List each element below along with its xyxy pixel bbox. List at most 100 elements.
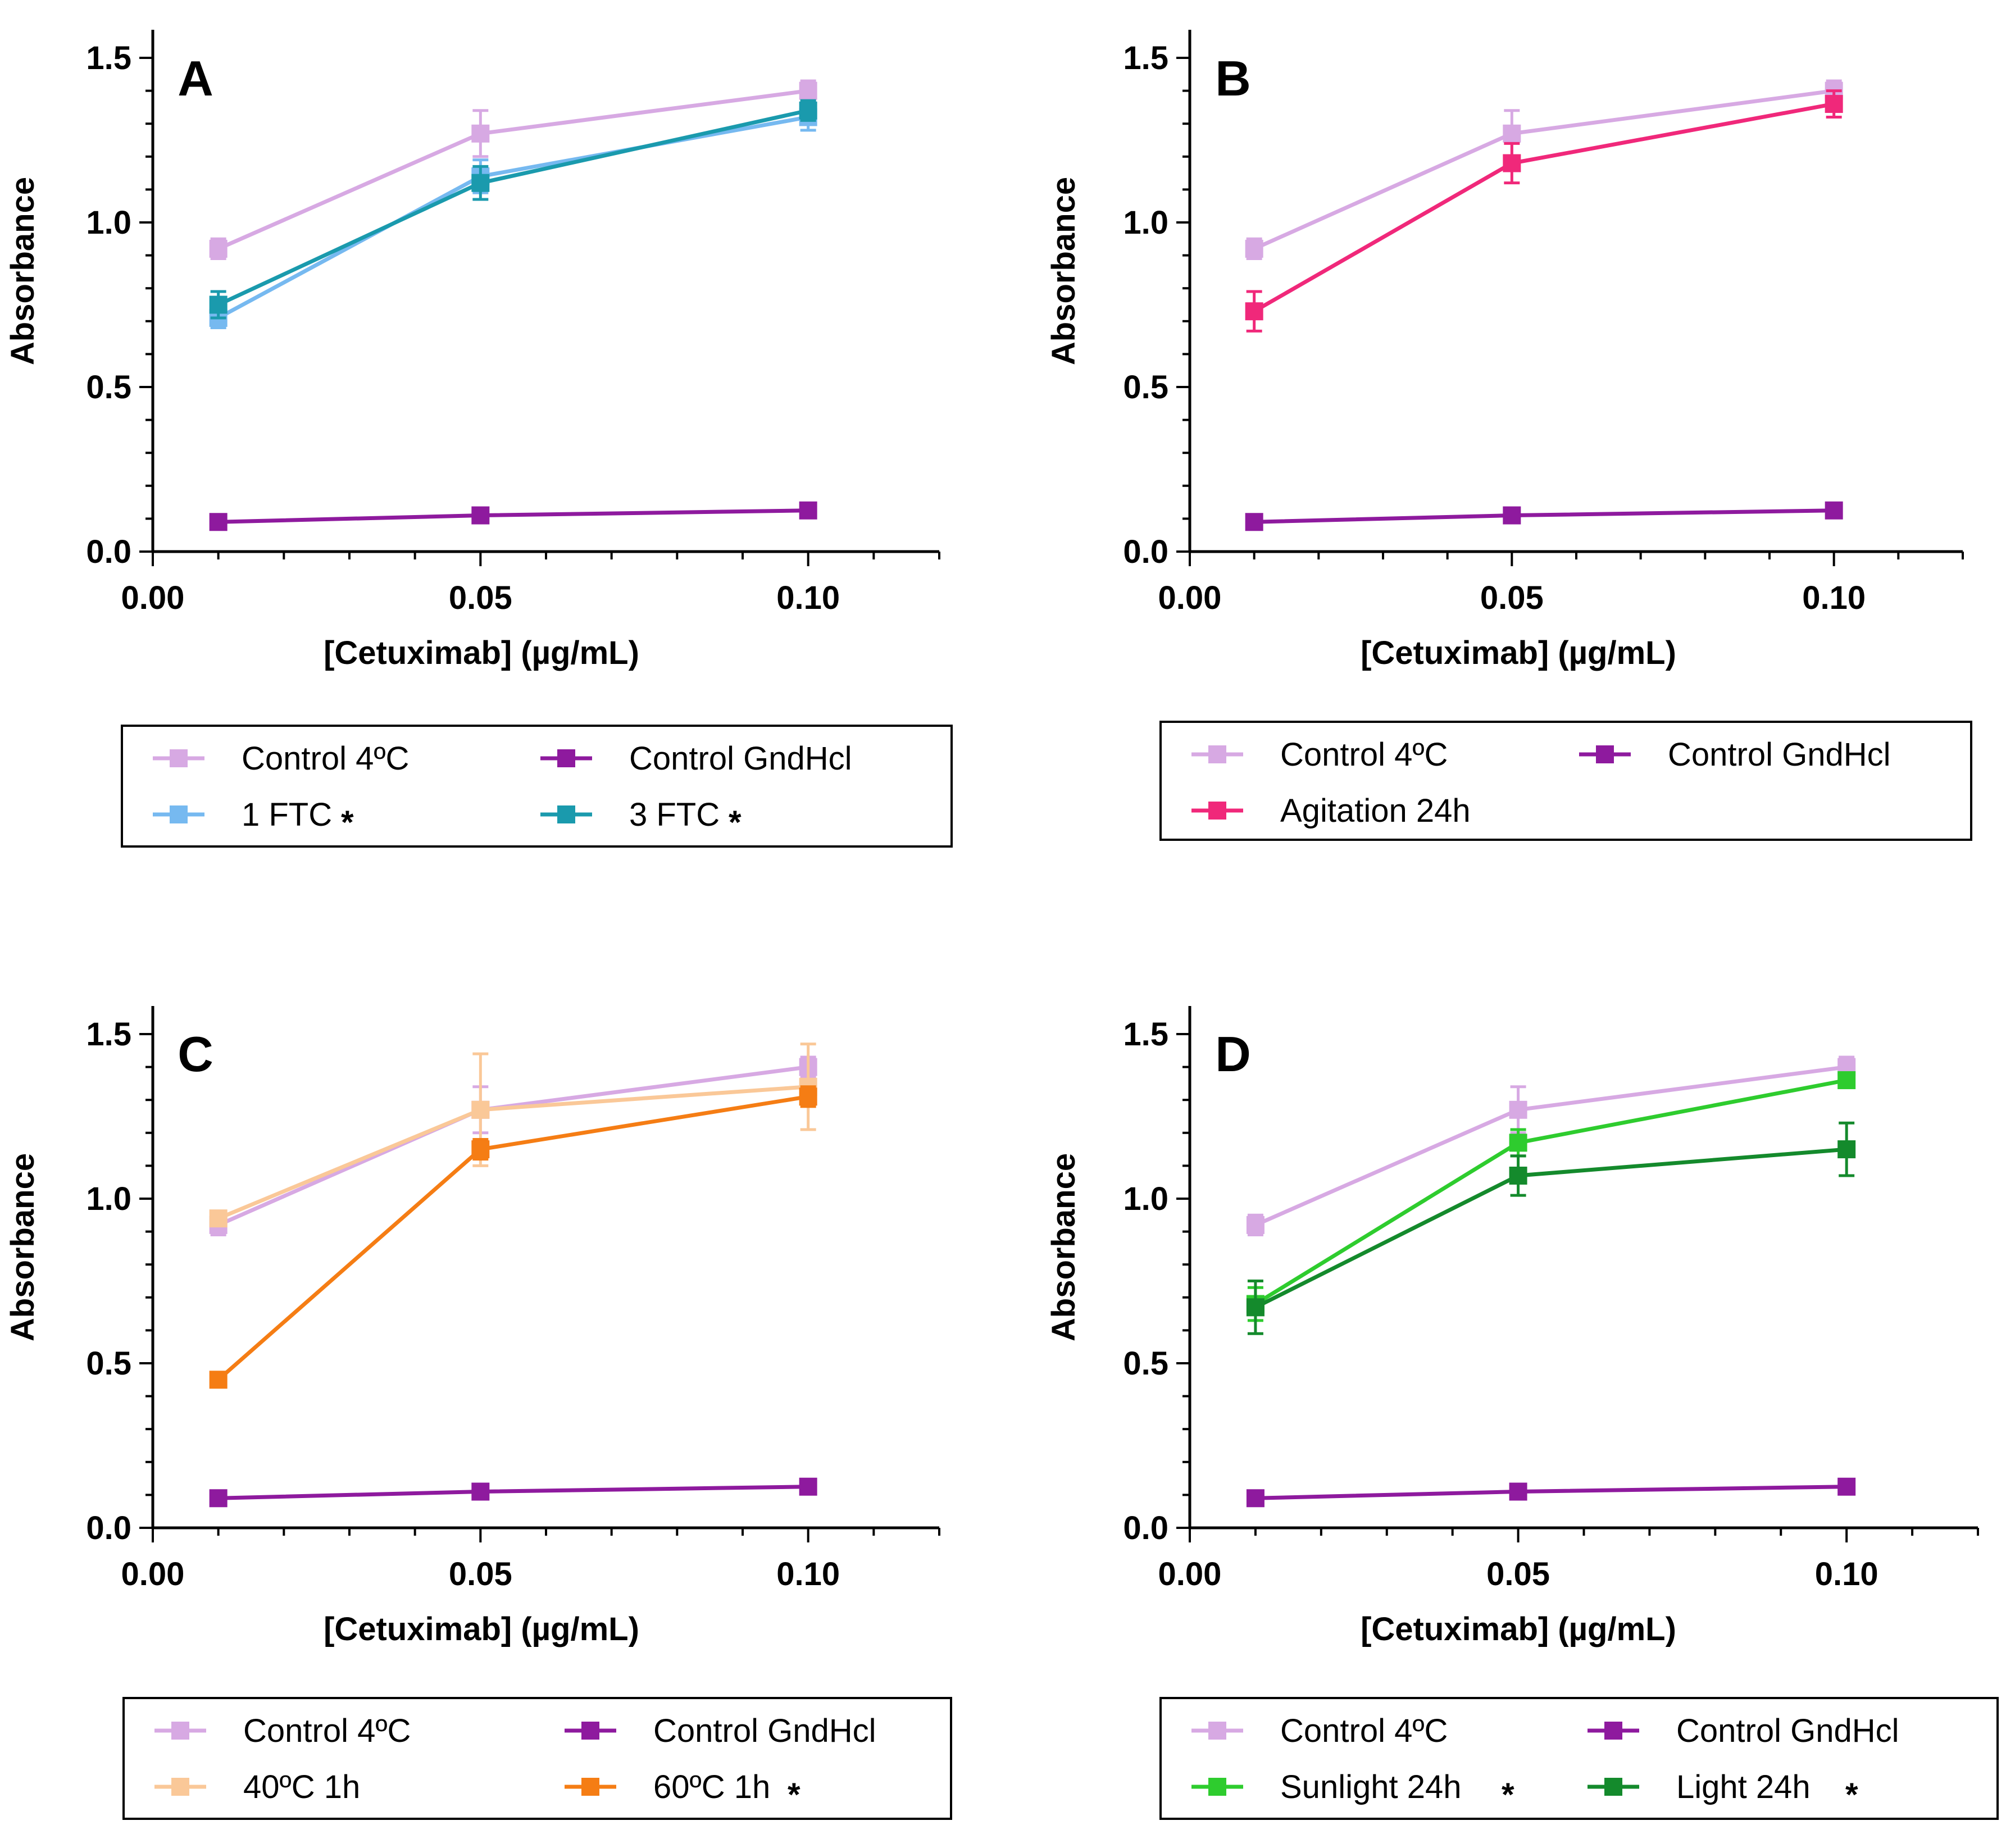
data-point — [209, 239, 228, 258]
data-point — [1246, 1298, 1265, 1317]
x-tick-label: 0.10 — [1802, 580, 1866, 616]
legend-entry: Control GndHcl — [1588, 1713, 1899, 1749]
data-point — [1245, 513, 1263, 531]
legend-swatch-marker — [171, 1722, 189, 1740]
legend: Control 4ºC Control GndHcl 40ºC 1h 60ºC 1h * — [122, 1697, 952, 1820]
legend-label: Control 4ºC — [243, 1713, 411, 1749]
data-point — [209, 1371, 228, 1389]
legend-label: 60ºC 1h — [653, 1769, 770, 1805]
y-axis-title: Absorbance — [4, 177, 41, 365]
x-tick-label: 0.10 — [776, 580, 840, 616]
legend-label: Control GndHcl — [1676, 1713, 1899, 1749]
data-point — [1503, 154, 1521, 172]
legend-entry: Control GndHcl — [1579, 736, 1890, 773]
legend-label: 40ºC 1h — [243, 1769, 360, 1805]
legend-box — [122, 1697, 952, 1820]
legend-entry: Control 4ºC — [1191, 736, 1448, 773]
series-line — [1254, 1065, 1847, 1227]
data-point — [799, 81, 817, 100]
panel-letter: D — [1215, 1026, 1251, 1082]
y-tick-label: 0.0 — [1123, 534, 1168, 570]
data-point — [1503, 124, 1521, 143]
x-axis-title: [Cetuximab] (µg/mL) — [324, 635, 639, 671]
data-point — [1245, 239, 1263, 258]
significance-star: * — [788, 1777, 800, 1813]
y-tick-label: 1.5 — [86, 40, 131, 76]
legend-swatch-marker — [581, 1778, 599, 1796]
legend-label: Sunlight 24h — [1280, 1769, 1461, 1805]
legend-label: Control GndHcl — [653, 1713, 876, 1749]
legend-swatch-marker — [1208, 1722, 1226, 1740]
series-line — [217, 115, 809, 320]
legend-entry: 60ºC 1h * — [565, 1769, 800, 1813]
panel-c: 0.0 0.5 1.0 1.5 0.00 0.05 0.10 [Cetuximab] (µg/… — [4, 1006, 952, 1820]
data-point — [471, 506, 490, 525]
data-point — [1825, 95, 1843, 113]
series-line — [217, 1094, 809, 1381]
series-line — [218, 1485, 808, 1500]
y-tick-label: 0.5 — [86, 1345, 131, 1382]
legend-swatch-marker — [1208, 802, 1226, 820]
data-point — [799, 1087, 817, 1106]
legend-label: 3 FTC — [629, 796, 720, 833]
series-control-4-c — [1245, 79, 1843, 260]
y-tick-label: 1.0 — [1123, 1181, 1168, 1217]
data-point — [1503, 506, 1521, 525]
data-point — [799, 501, 817, 520]
data-point — [1509, 1134, 1527, 1152]
series-line — [217, 108, 809, 307]
panel-letter: C — [178, 1026, 213, 1082]
data-point — [1509, 1482, 1527, 1501]
legend-entry: Control 4ºC — [154, 1713, 411, 1749]
series-control-gndhcl — [1246, 1477, 1856, 1508]
y-tick-label: 0.0 — [86, 1510, 131, 1546]
legend-label: 1 FTC — [242, 796, 332, 833]
data-point — [1837, 1140, 1856, 1159]
data-point — [209, 513, 228, 531]
y-tick-label: 1.0 — [86, 204, 131, 241]
legend-entry: Control 4ºC — [1191, 1713, 1448, 1749]
x-tick-label: 0.10 — [1815, 1556, 1878, 1592]
legend-swatch-marker — [557, 749, 575, 767]
data-point — [471, 1482, 490, 1501]
legend-swatch-marker — [1604, 1778, 1622, 1796]
legend-swatch-marker — [581, 1722, 599, 1740]
x-tick-label: 0.00 — [121, 1556, 185, 1592]
series-control-gndhcl — [209, 501, 817, 531]
series-light-24h — [1246, 1121, 1856, 1335]
series-line — [1255, 1485, 1847, 1500]
series-40-c-1h — [209, 1043, 817, 1228]
x-tick-label: 0.00 — [1158, 580, 1222, 616]
x-tick-label: 0.00 — [1158, 1556, 1222, 1592]
panel-letter: A — [178, 51, 213, 106]
data-point — [1246, 1216, 1265, 1234]
legend-box — [1159, 721, 1972, 841]
series-line — [1253, 102, 1835, 313]
data-point — [471, 1100, 490, 1119]
legend-entry: 3 FTC * — [540, 796, 742, 841]
panel-b: 0.0 0.5 1.0 1.5 0.00 0.05 0.10 [Cetuximab] (µg/… — [1045, 30, 1972, 841]
legend-swatch-marker — [1596, 745, 1614, 763]
x-tick-label: 0.05 — [1486, 1556, 1550, 1592]
series-60-c-1h — [209, 1085, 817, 1389]
x-tick-label: 0.05 — [449, 1556, 512, 1592]
series-line — [218, 508, 808, 524]
panel-d: 0.0 0.5 1.0 1.5 0.00 0.05 0.10 [Cetuximab] (µg/… — [1045, 1006, 1999, 1820]
data-point — [1245, 302, 1263, 321]
y-axis-title: Absorbance — [4, 1153, 41, 1341]
x-axis-title: [Cetuximab] (µg/mL) — [324, 1611, 639, 1647]
data-point — [471, 174, 490, 192]
series-1-ftc — [209, 102, 817, 330]
legend-label: Light 24h — [1676, 1769, 1811, 1805]
legend-swatch-marker — [1208, 1778, 1226, 1796]
legend-entry: Control GndHcl — [565, 1713, 876, 1749]
legend-swatch-marker — [557, 805, 575, 823]
significance-star: * — [341, 804, 354, 841]
data-point — [799, 101, 817, 120]
legend-box — [121, 725, 953, 848]
series-line — [1253, 89, 1835, 251]
significance-star: * — [729, 804, 742, 841]
significance-star: * — [1502, 1777, 1514, 1813]
